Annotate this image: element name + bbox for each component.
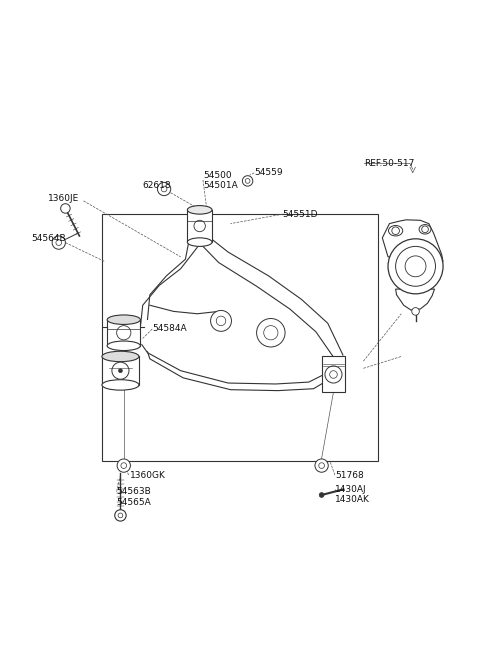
Circle shape <box>119 369 122 373</box>
Ellipse shape <box>107 315 140 325</box>
Ellipse shape <box>187 205 212 214</box>
Circle shape <box>245 178 250 183</box>
Circle shape <box>319 493 324 497</box>
Circle shape <box>56 239 61 245</box>
Polygon shape <box>322 356 345 392</box>
Text: 51768: 51768 <box>335 470 364 480</box>
Circle shape <box>242 176 253 186</box>
Text: 54563B: 54563B <box>117 487 151 496</box>
Text: 54559: 54559 <box>254 169 283 177</box>
Text: 54565A: 54565A <box>117 498 151 506</box>
Circle shape <box>264 325 278 340</box>
Text: 54564B: 54564B <box>31 234 66 243</box>
Text: 54584A: 54584A <box>152 325 187 333</box>
Circle shape <box>161 186 167 192</box>
Circle shape <box>396 247 435 286</box>
Circle shape <box>117 459 131 472</box>
Bar <box>187 210 212 242</box>
Text: 1430AK: 1430AK <box>335 495 370 504</box>
Circle shape <box>216 316 226 325</box>
Circle shape <box>117 325 131 340</box>
Circle shape <box>392 227 399 235</box>
Text: REF.50-517: REF.50-517 <box>364 159 415 168</box>
Circle shape <box>388 239 443 294</box>
Circle shape <box>115 510 126 521</box>
Circle shape <box>315 459 328 472</box>
Circle shape <box>257 319 285 347</box>
Circle shape <box>405 256 426 277</box>
Text: 62618: 62618 <box>143 181 171 190</box>
Circle shape <box>422 226 428 233</box>
Ellipse shape <box>102 351 139 361</box>
Circle shape <box>52 236 65 249</box>
Bar <box>107 319 140 346</box>
Bar <box>102 356 139 385</box>
Text: 54501A: 54501A <box>203 181 238 190</box>
Ellipse shape <box>102 380 139 390</box>
Circle shape <box>118 513 123 518</box>
Circle shape <box>319 462 324 468</box>
Ellipse shape <box>187 238 212 247</box>
Circle shape <box>112 362 129 379</box>
Text: 54551D: 54551D <box>283 210 318 218</box>
Ellipse shape <box>107 341 140 350</box>
Bar <box>102 214 378 461</box>
Circle shape <box>121 462 127 468</box>
Circle shape <box>325 366 342 383</box>
Polygon shape <box>396 289 434 310</box>
Text: 1360JE: 1360JE <box>48 194 79 203</box>
Text: 1430AJ: 1430AJ <box>335 485 367 494</box>
Ellipse shape <box>419 224 431 234</box>
Ellipse shape <box>388 226 403 236</box>
Circle shape <box>157 182 171 195</box>
Polygon shape <box>383 220 443 262</box>
Circle shape <box>330 371 337 379</box>
Text: 1360GK: 1360GK <box>130 470 165 480</box>
Circle shape <box>412 308 420 315</box>
Circle shape <box>211 310 231 331</box>
Circle shape <box>194 220 205 232</box>
Text: 54500: 54500 <box>203 171 232 180</box>
Circle shape <box>60 204 70 213</box>
